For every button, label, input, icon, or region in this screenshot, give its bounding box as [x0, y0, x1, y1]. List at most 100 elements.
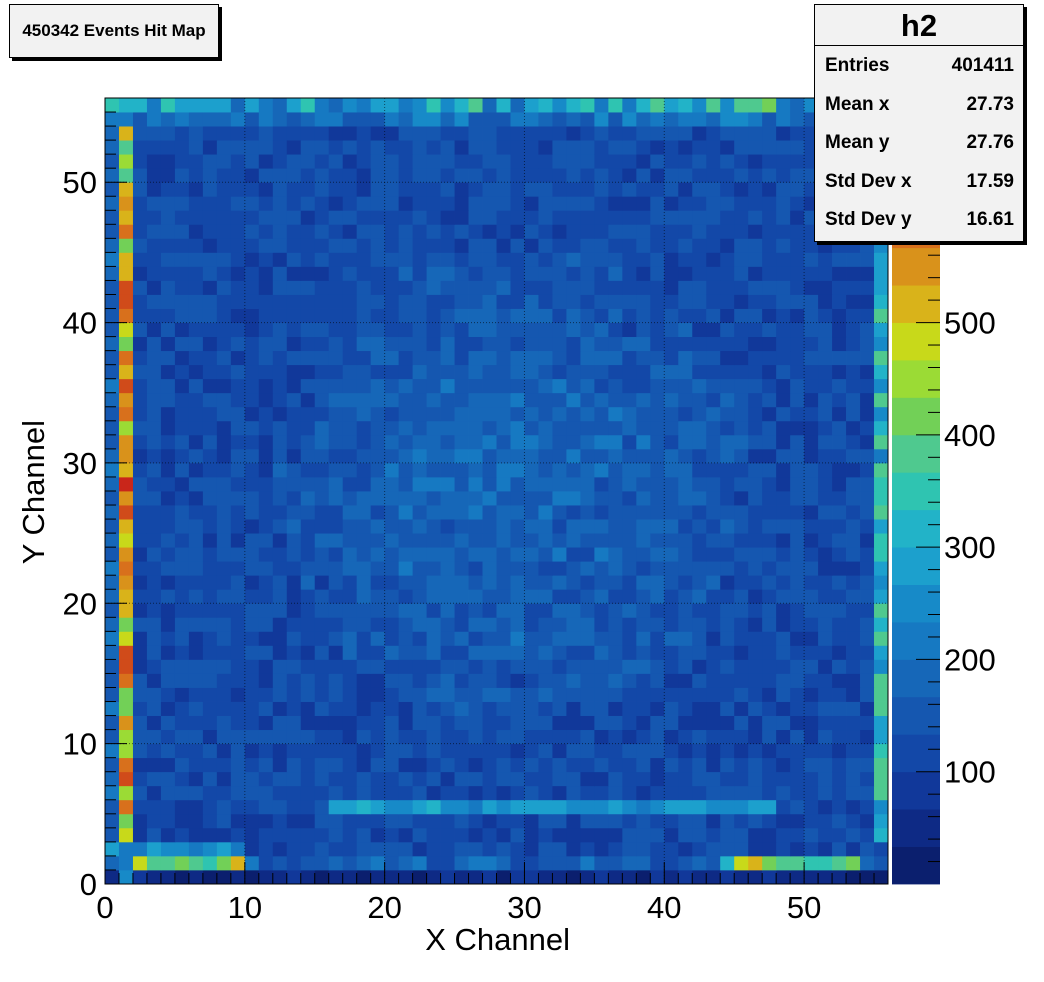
heatmap-cell [398, 533, 414, 548]
heatmap-cell [356, 841, 372, 857]
heatmap-cell [692, 869, 707, 885]
heatmap-cell [678, 140, 693, 155]
heatmap-cell [174, 364, 190, 380]
heatmap-cell [426, 519, 441, 534]
heatmap-cell [706, 210, 721, 225]
heatmap-cell [286, 617, 302, 632]
heatmap-cell [706, 841, 721, 857]
heatmap-cell [454, 701, 469, 716]
heatmap-cell [552, 112, 567, 127]
heatmap-cell [300, 827, 316, 843]
heatmap-cell [160, 126, 176, 141]
heatmap-cell [188, 350, 204, 366]
heatmap-cell [748, 126, 763, 141]
heatmap-cell [832, 617, 847, 632]
heatmap-cell [468, 645, 483, 660]
heatmap-cell [105, 813, 120, 829]
heatmap-cell [608, 182, 623, 197]
heatmap-cell [314, 743, 330, 759]
heatmap-cell [496, 210, 511, 225]
heatmap-cell [832, 392, 847, 408]
heatmap-cell [720, 112, 735, 127]
heatmap-cell [846, 785, 861, 801]
heatmap-cell [762, 813, 777, 829]
heatmap-cell [678, 406, 693, 422]
heatmap-cell [510, 224, 525, 239]
heatmap-cell [174, 575, 190, 590]
heatmap-cell [538, 280, 553, 295]
heatmap-cell [552, 645, 567, 660]
heatmap-cell [566, 533, 581, 548]
heatmap-cell [594, 701, 609, 716]
heatmap-cell [286, 813, 302, 829]
heatmap-cell [832, 631, 847, 646]
heatmap-cell [692, 322, 707, 338]
heatmap-cell [398, 519, 414, 534]
heatmap-cell [636, 112, 651, 127]
heatmap-cell [734, 715, 749, 731]
heatmap-cell [762, 491, 777, 506]
colorbar-tick-label: 100 [944, 755, 996, 790]
heatmap-cell [636, 659, 651, 674]
heatmap-cell [216, 182, 232, 197]
heatmap-cell [720, 813, 735, 829]
heatmap-cell [874, 869, 889, 885]
heatmap-cell [258, 659, 274, 674]
heatmap-cell [524, 252, 539, 267]
heatmap-cell [146, 729, 162, 745]
heatmap-cell [692, 154, 707, 169]
heatmap-cell [874, 855, 889, 871]
heatmap-cell [636, 476, 651, 492]
heatmap-cell [105, 294, 120, 309]
heatmap-cell [678, 280, 693, 295]
heatmap-cell [412, 729, 427, 745]
heatmap-cell [594, 406, 609, 422]
heatmap-cell [594, 491, 609, 506]
heatmap-cell [426, 589, 441, 604]
heatmap-cell [692, 841, 707, 857]
heatmap-cell [608, 715, 623, 731]
heatmap-cell [496, 743, 511, 759]
heatmap-cell [412, 266, 427, 281]
heatmap-cell [230, 687, 246, 702]
heatmap-cell [748, 771, 763, 787]
heatmap-cell [468, 715, 483, 731]
heatmap-cell [706, 547, 721, 562]
heatmap-cell [734, 336, 749, 352]
heatmap-cell [734, 266, 749, 281]
heatmap-cell [482, 196, 497, 211]
heatmap-cell [412, 350, 427, 366]
heatmap-cell [160, 519, 176, 534]
heatmap-cell [608, 631, 623, 646]
heatmap-cell [342, 827, 358, 843]
heatmap-cell [762, 168, 777, 183]
heatmap-cell [356, 168, 372, 183]
heatmap-cell [356, 336, 372, 352]
heatmap-cell [440, 98, 455, 113]
heatmap-cell [608, 98, 623, 113]
heatmap-cell [650, 533, 665, 548]
heatmap-cell [790, 112, 805, 127]
heatmap-cell [692, 196, 707, 211]
heatmap-cell [216, 462, 232, 478]
x-tick-label: 50 [787, 890, 821, 925]
heatmap-cell [776, 322, 791, 338]
heatmap-cell [608, 210, 623, 225]
heatmap-cell [216, 364, 232, 380]
heatmap-cell [510, 154, 525, 169]
heatmap-cell [650, 729, 665, 745]
heatmap-cell [286, 336, 302, 352]
heatmap-cell [776, 196, 791, 211]
heatmap-cell [510, 673, 525, 688]
heatmap-cell [496, 112, 511, 127]
heatmap-cell [356, 126, 372, 141]
heatmap-cell [230, 280, 246, 295]
heatmap-cell [300, 869, 316, 885]
heatmap-cell [230, 266, 246, 281]
heatmap-cell [748, 645, 763, 660]
heatmap-cell [734, 434, 749, 450]
heatmap-cell [202, 140, 218, 155]
heatmap-cell [496, 757, 511, 773]
heatmap-cell [174, 491, 190, 506]
heatmap-cell [384, 196, 400, 211]
